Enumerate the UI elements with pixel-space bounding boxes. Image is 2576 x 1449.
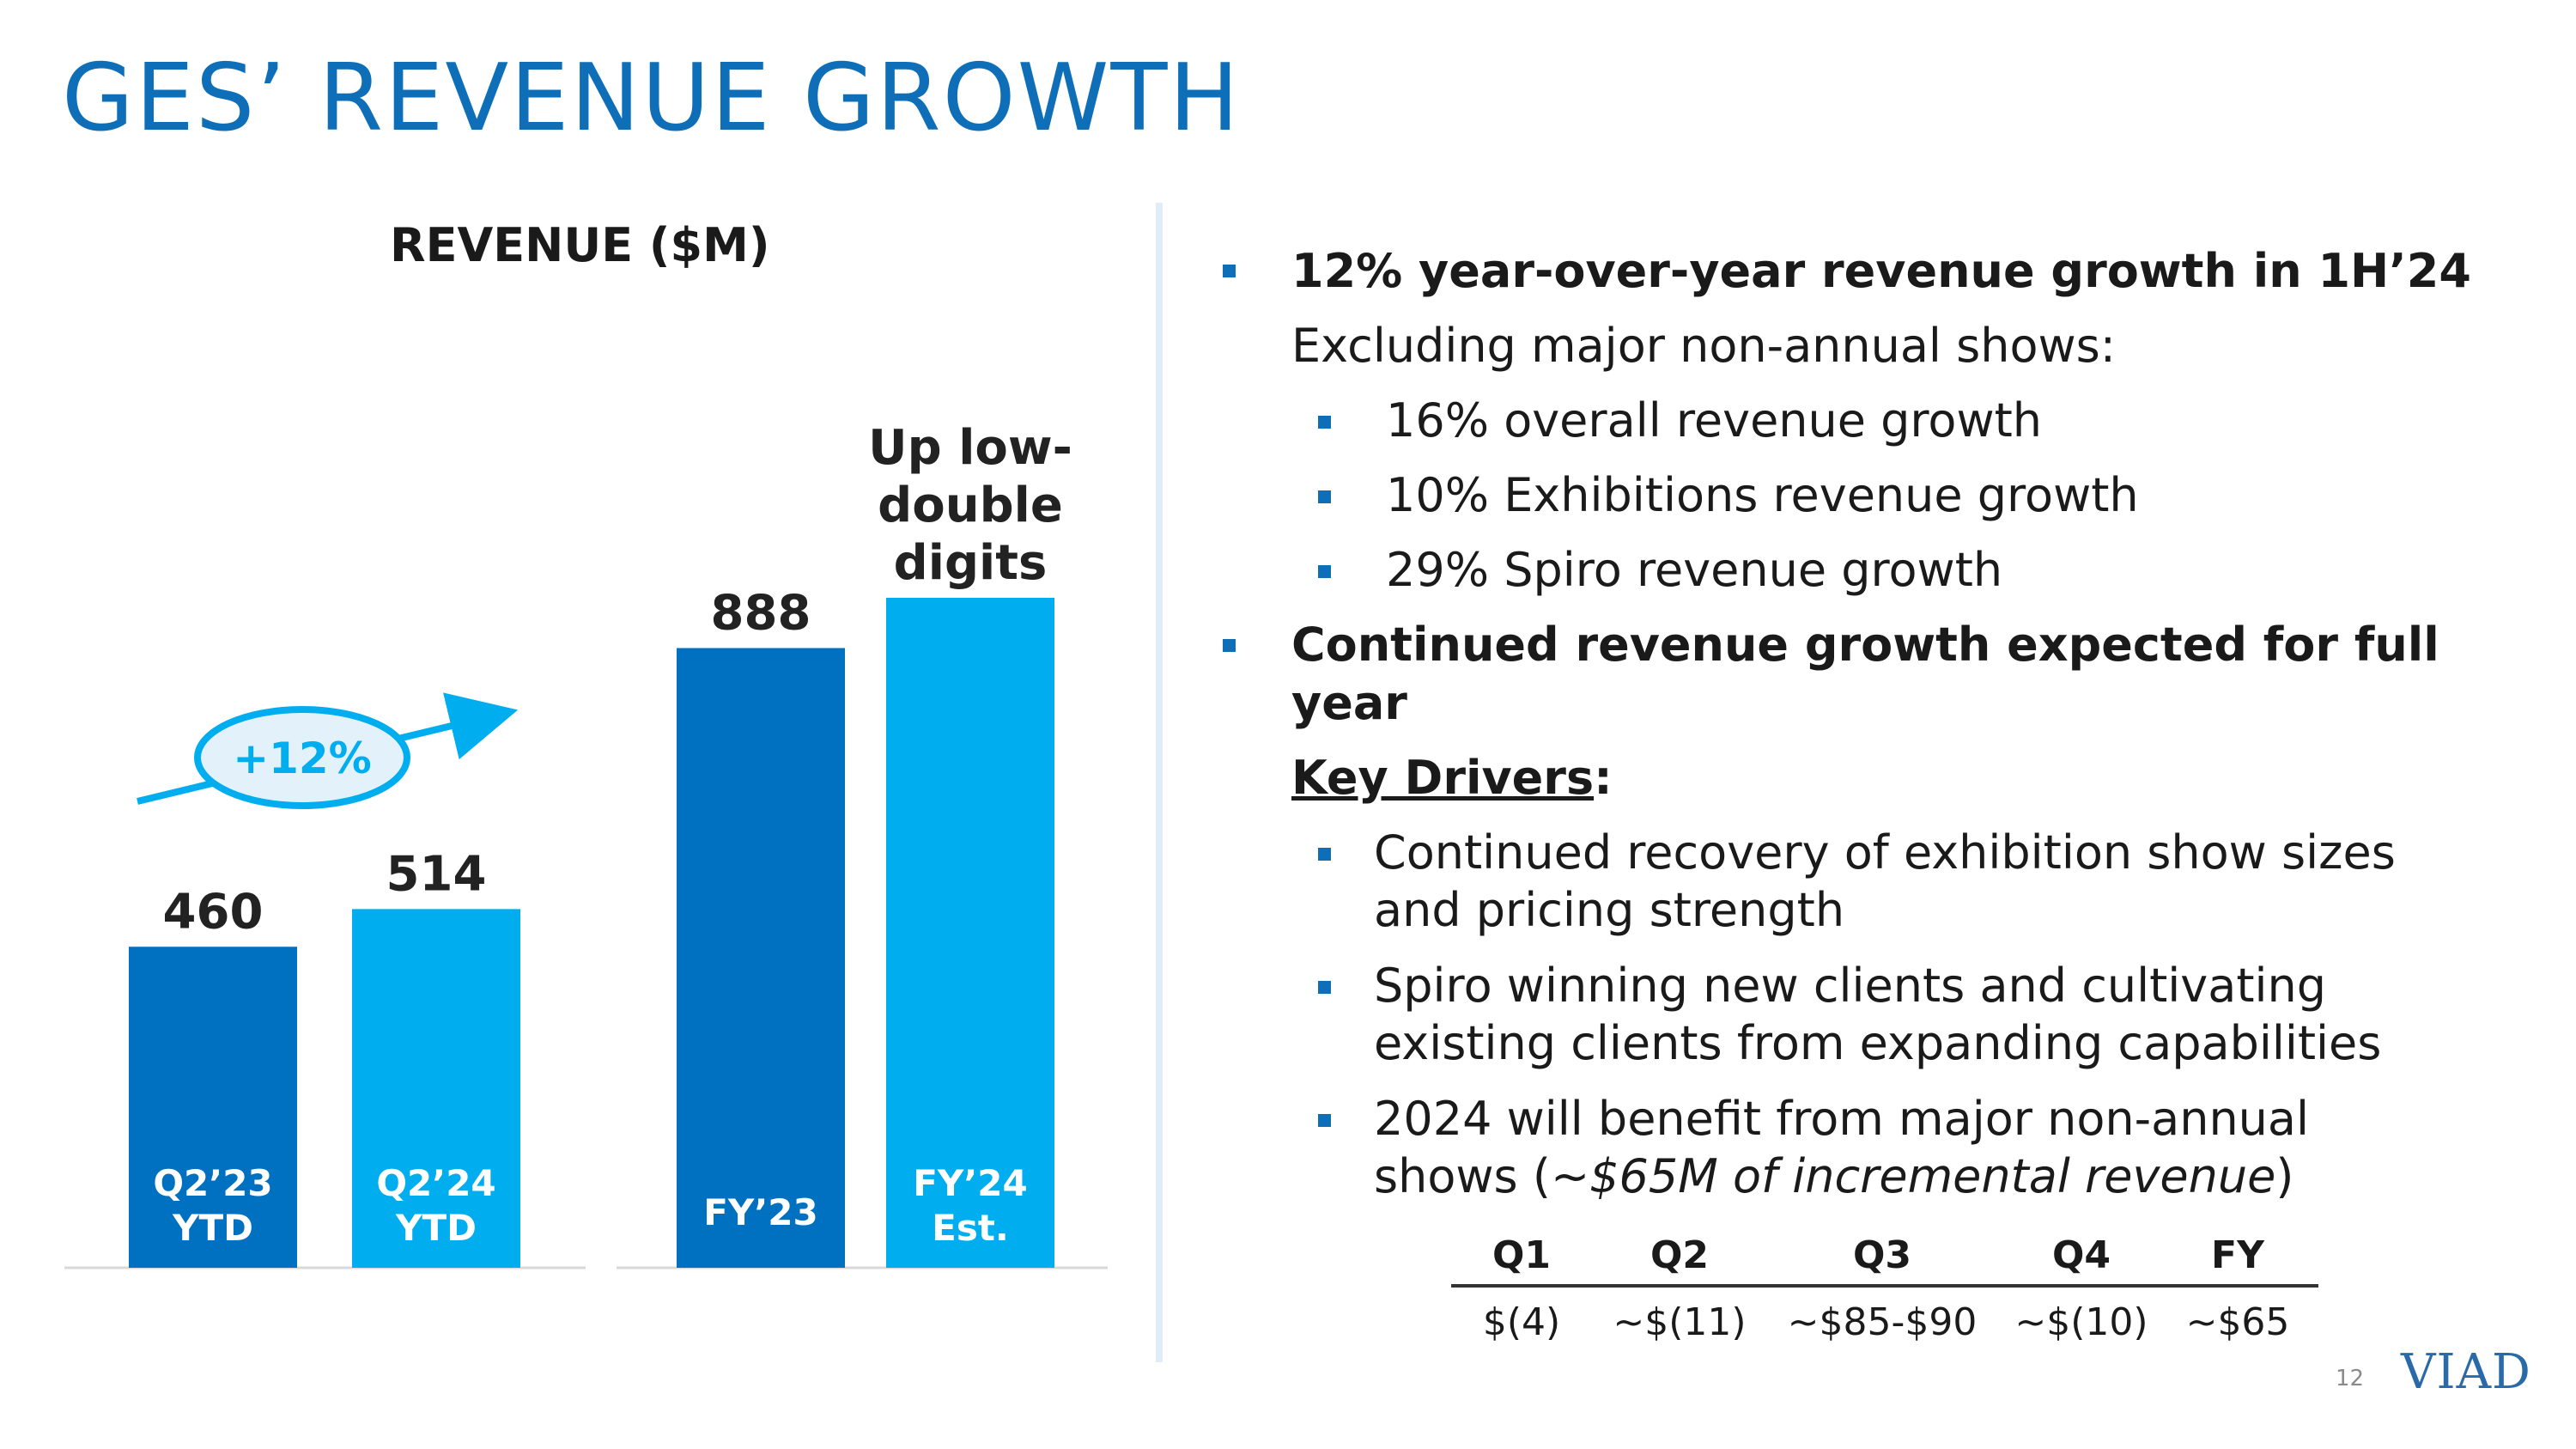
page-number: 12	[2336, 1366, 2365, 1391]
table-header-q1: Q1	[1492, 1233, 1552, 1277]
category-label: Q2’24 YTD	[376, 1162, 495, 1249]
bullet-square	[1318, 565, 1331, 578]
sub-bullet-spiro: 29% Spiro revenue growth	[1386, 543, 2003, 597]
table-cell-q1: $(4)	[1482, 1300, 1561, 1344]
bar-value-label: 888	[711, 586, 811, 642]
bullet-revenue-growth: 12% year-over-year revenue growth in 1H’…	[1291, 244, 2471, 298]
bar-value-label: 514	[386, 846, 487, 902]
vertical-divider	[1156, 203, 1163, 1362]
driver-recovery-cont: and pricing strength	[1374, 883, 1845, 937]
driver-spiro-cont: existing clients from expanding capabili…	[1374, 1016, 2382, 1070]
category-label: Q2’23 YTD	[153, 1162, 272, 1249]
key-drivers-heading: Key Drivers:	[1291, 751, 1613, 805]
category-label: FY’23	[703, 1191, 818, 1233]
driver-non-annual: 2024 will benefit from major non-annual	[1374, 1092, 2309, 1146]
driver-recovery: Continued recovery of exhibition show si…	[1374, 825, 2396, 880]
growth-percent-label: +12%	[233, 734, 372, 783]
table-cell-q4: ~$(10)	[2014, 1300, 2148, 1344]
bar-1-0	[677, 648, 845, 1268]
bullet-excluding: Excluding major non-annual shows:	[1291, 319, 2116, 373]
key-drivers-label: Key Drivers	[1291, 751, 1595, 805]
page-title: GES’ REVENUE GROWTH	[62, 45, 1241, 152]
category-label: FY’24 Est.	[913, 1162, 1028, 1249]
bar-1-1	[886, 598, 1054, 1268]
viad-logo: VIAD	[2401, 1344, 2531, 1400]
sub-bullet-exhibitions: 10% Exhibitions revenue growth	[1386, 468, 2139, 522]
table-header-q4: Q4	[2051, 1233, 2111, 1277]
table-rule	[1451, 1284, 2318, 1288]
driver-emphasis: ~$65M of incremental revenue	[1550, 1149, 2276, 1203]
table-header-fy: FY	[2211, 1233, 2264, 1277]
bar-0-1	[352, 909, 520, 1268]
fy24-annotation: Up low-double digits	[868, 420, 1072, 591]
sub-bullet-overall: 16% overall revenue growth	[1386, 393, 2043, 447]
bullet-continued-growth-cont: year	[1291, 676, 1407, 730]
table-cell-fy: ~$65	[2185, 1300, 2290, 1344]
chart-title: REVENUE ($M)	[390, 218, 770, 272]
bullet-square	[1223, 639, 1236, 652]
driver-text: shows (	[1374, 1149, 1551, 1203]
revenue-chart: 460 Q2’23 YTD 514 Q2’24 YTD 888 FY’23 FY’24 Est. U…	[64, 420, 1108, 1269]
bullet-square	[1223, 265, 1236, 277]
bar-0-0	[129, 947, 297, 1268]
bullet-square	[1318, 490, 1331, 503]
bullet-square	[1318, 1114, 1331, 1127]
bullet-square	[1318, 848, 1331, 861]
table-cell-q3: ~$85-$90	[1787, 1300, 1978, 1344]
growth-bubble	[194, 706, 410, 809]
driver-spiro: Spiro winning new clients and cultivatin…	[1374, 959, 2327, 1013]
table-header-q3: Q3	[1852, 1233, 1912, 1277]
bullet-continued-growth: Continued revenue growth expected for fu…	[1291, 618, 2439, 672]
bar-value-label: 460	[163, 884, 264, 940]
bullet-square	[1318, 416, 1331, 429]
table-header-q2: Q2	[1649, 1233, 1710, 1277]
table-cell-q2: ~$(11)	[1613, 1300, 1747, 1344]
bullet-square	[1318, 981, 1331, 994]
key-drivers-colon: :	[1594, 751, 1613, 805]
driver-text-end: )	[2275, 1149, 2294, 1203]
driver-non-annual-cont: shows (~$65M of incremental revenue)	[1374, 1149, 2293, 1203]
